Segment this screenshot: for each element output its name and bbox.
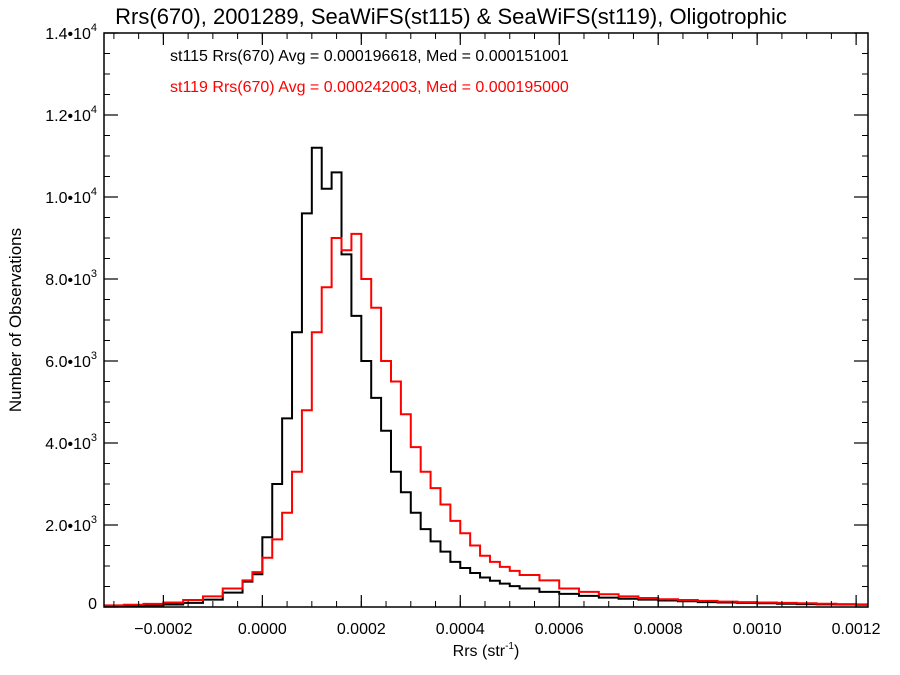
x-tick-label: 0.0010 bbox=[733, 621, 782, 638]
y-tick-exponent: 4 bbox=[91, 22, 97, 34]
x-tick-label: 0.0000 bbox=[238, 621, 287, 638]
y-tick-mantissa: 1.4•10 bbox=[45, 26, 91, 43]
x-tick-label: 0.0006 bbox=[535, 621, 584, 638]
x-axis-label: Rrs (str-1) bbox=[453, 641, 520, 660]
y-tick-label: 2.0•103 bbox=[45, 514, 97, 535]
x-tick-label: −0.0002 bbox=[134, 621, 192, 638]
plot-frame bbox=[103, 32, 869, 608]
y-tick-label: 1.0•104 bbox=[45, 186, 97, 207]
y-tick-exponent: 4 bbox=[91, 104, 97, 116]
y-tick-exponent: 3 bbox=[91, 350, 97, 362]
histogram-series-layer bbox=[104, 146, 868, 608]
x-axis-label-exponent: -1 bbox=[505, 641, 514, 652]
chart-title: Rrs(670), 2001289, SeaWiFS(st115) & SeaW… bbox=[115, 4, 787, 29]
y-tick-mantissa: 0 bbox=[88, 596, 97, 613]
y-tick-mantissa: 8.0•10 bbox=[45, 272, 91, 289]
x-axis-label-main: Rrs (str bbox=[453, 643, 506, 660]
legend-st119: st119 Rrs(670) Avg = 0.000242003, Med = … bbox=[170, 79, 569, 96]
y-tick-mantissa: 4.0•10 bbox=[45, 436, 91, 453]
y-tick-label: 4.0•103 bbox=[45, 432, 97, 453]
x-tick-label: 0.0012 bbox=[832, 621, 881, 638]
y-axis-label: Number of Observations bbox=[6, 228, 25, 412]
y-tick-label: 8.0•103 bbox=[45, 268, 97, 289]
y-tick-mantissa: 2.0•10 bbox=[45, 518, 91, 535]
y-tick-mantissa: 6.0•10 bbox=[45, 354, 91, 371]
y-tick-label: 1.2•104 bbox=[45, 104, 97, 125]
y-tick-exponent: 4 bbox=[91, 186, 97, 198]
y-tick-label: 0 bbox=[88, 596, 97, 613]
y-tick-label: 1.4•104 bbox=[45, 22, 97, 43]
x-tick-label: 0.0002 bbox=[337, 621, 386, 638]
axis-ticks: −0.0002 0.0000 0.0002 0.0004 0.0006 0.0008 0.0… bbox=[45, 22, 880, 638]
x-tick-label: 0.0004 bbox=[436, 621, 485, 638]
histogram-series-st119 bbox=[104, 232, 868, 607]
legend-st115: st115 Rrs(670) Avg = 0.000196618, Med = … bbox=[170, 48, 569, 65]
histogram-series-st115 bbox=[104, 146, 868, 608]
x-axis-label-end: ) bbox=[514, 643, 519, 660]
y-tick-mantissa: 1.2•10 bbox=[45, 108, 91, 125]
y-tick-exponent: 3 bbox=[91, 268, 97, 280]
y-tick-mantissa: 1.0•10 bbox=[45, 190, 91, 207]
y-tick-exponent: 3 bbox=[91, 514, 97, 526]
y-tick-exponent: 3 bbox=[91, 432, 97, 444]
x-tick-label: 0.0008 bbox=[634, 621, 683, 638]
y-tick-label: 6.0•103 bbox=[45, 350, 97, 371]
